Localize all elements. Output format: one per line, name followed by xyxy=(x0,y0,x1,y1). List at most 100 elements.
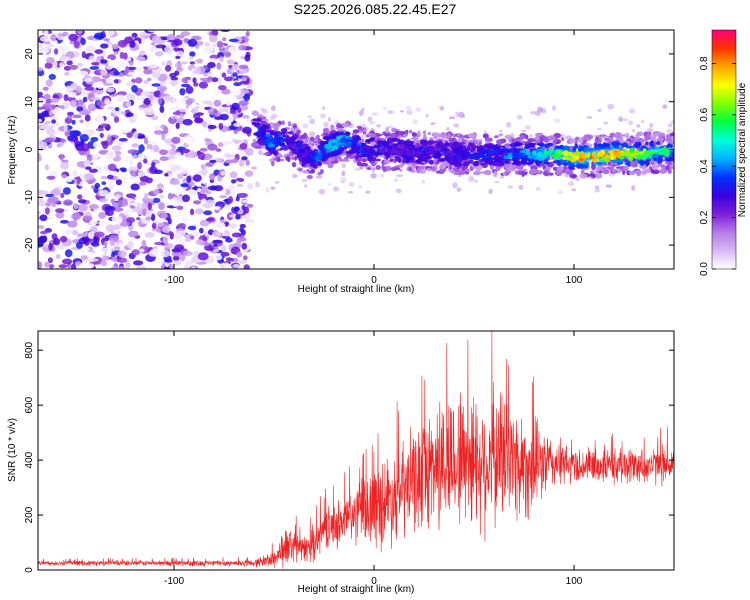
heatmap-cell xyxy=(232,72,238,77)
heatmap-cell xyxy=(107,163,117,171)
heatmap-cell xyxy=(448,138,456,143)
heatmap-cell xyxy=(318,154,323,160)
heatmap-cell xyxy=(56,244,66,250)
heatmap-cell xyxy=(175,122,180,129)
heatmap-cell xyxy=(405,105,412,110)
heatmap-cell xyxy=(345,138,351,143)
heatmap-cell xyxy=(120,168,127,173)
heatmap-cell xyxy=(124,156,135,163)
heatmap-cell xyxy=(525,134,529,140)
heatmap-cell xyxy=(584,153,589,159)
heatmap-cell xyxy=(225,237,233,243)
heatmap-cell xyxy=(174,244,185,251)
heatmap-cell xyxy=(537,155,546,161)
heatmap-cell xyxy=(368,121,376,125)
heatmap-cell xyxy=(175,210,186,217)
y-tick-label: 0 xyxy=(24,146,35,152)
heatmap-cell xyxy=(224,51,231,58)
heatmap-cell xyxy=(179,254,186,262)
heatmap-cell xyxy=(371,112,379,116)
heatmap-cell xyxy=(90,185,96,190)
heatmap-cell xyxy=(199,227,204,234)
heatmap-cell xyxy=(202,79,212,83)
heatmap-cell xyxy=(509,142,518,148)
heatmap-cell xyxy=(344,131,351,136)
heatmap-cell xyxy=(151,161,156,168)
heatmap-cell xyxy=(420,139,428,144)
heatmap-cell xyxy=(652,158,659,162)
heatmap-cell xyxy=(459,156,467,161)
heatmap-cell xyxy=(164,259,173,263)
heatmap-cell xyxy=(562,150,569,156)
heatmap-cell xyxy=(579,152,587,156)
heatmap-cell xyxy=(668,166,674,170)
heatmap-cell xyxy=(82,96,88,103)
heatmap-cell xyxy=(308,159,316,163)
heatmap-cell xyxy=(236,96,245,100)
heatmap-cell xyxy=(48,110,53,117)
heatmap-cell xyxy=(239,223,246,229)
heatmap-cell xyxy=(128,230,139,238)
heatmap-cell xyxy=(200,168,208,176)
heatmap-cell xyxy=(315,135,319,139)
heatmap-y-axis-label: Frequency (Hz) xyxy=(7,116,18,185)
heatmap-cell xyxy=(531,150,537,156)
heatmap-cell xyxy=(103,38,110,42)
heatmap-cell xyxy=(220,171,226,176)
heatmap-cell xyxy=(358,143,362,147)
heatmap-cell xyxy=(667,157,673,161)
heatmap-cell xyxy=(499,175,505,179)
heatmap-cell xyxy=(659,150,667,155)
heatmap-cell xyxy=(609,133,615,137)
heatmap-cell xyxy=(341,170,346,177)
heatmap-cell xyxy=(180,148,190,153)
heatmap-cell xyxy=(291,143,297,150)
heatmap-cell xyxy=(68,33,79,42)
heatmap-cell xyxy=(232,139,243,144)
y-tick: 0 xyxy=(24,567,674,573)
heatmap-cell xyxy=(403,145,407,150)
heatmap-cell xyxy=(202,100,213,104)
heatmap-cell xyxy=(231,102,240,110)
heatmap-cell xyxy=(456,187,462,192)
heatmap-cell xyxy=(190,104,201,108)
heatmap-cell xyxy=(192,231,199,238)
heatmap-cell xyxy=(76,30,83,35)
heatmap-cell xyxy=(194,124,205,129)
heatmap-cell xyxy=(361,158,367,163)
heatmap-cell xyxy=(270,138,278,143)
heatmap-cell xyxy=(603,146,612,150)
heatmap-cell xyxy=(649,148,656,152)
heatmap-cell xyxy=(242,255,248,261)
heatmap-cell xyxy=(425,113,429,118)
heatmap-cell xyxy=(149,47,155,52)
heatmap-cell xyxy=(78,233,88,238)
heatmap-cell xyxy=(79,110,91,116)
heatmap-cell xyxy=(548,135,556,141)
heatmap-cell xyxy=(72,114,82,119)
heatmap-cell xyxy=(629,155,634,162)
heatmap-cell xyxy=(666,129,672,133)
x-tick: -100 xyxy=(164,30,184,286)
heatmap-cell xyxy=(610,166,614,171)
heatmap-cell xyxy=(169,72,177,79)
heatmap-cell xyxy=(75,85,83,94)
heatmap-cell xyxy=(238,45,247,51)
colorbar: 0.0 0.2 0.4 0.6 0.8 Normalized spectral ampl… xyxy=(699,29,748,276)
heatmap-cell xyxy=(169,181,181,185)
heatmap-cell xyxy=(189,56,194,60)
heatmap-cell xyxy=(643,139,648,142)
heatmap-cell xyxy=(50,34,57,42)
heatmap-cell xyxy=(64,249,73,258)
colorbar-tick: 0.4 xyxy=(699,159,736,173)
heatmap-cell xyxy=(508,138,512,143)
heatmap-cell xyxy=(193,200,202,205)
heatmap-cell xyxy=(613,152,621,157)
heatmap-cell xyxy=(515,142,523,146)
heatmap-cell xyxy=(449,156,453,160)
heatmap-cell xyxy=(78,237,89,245)
heatmap-cell xyxy=(43,30,49,37)
heatmap-cell xyxy=(105,64,113,70)
heatmap-cell xyxy=(548,172,554,176)
heatmap-cell xyxy=(172,47,184,51)
